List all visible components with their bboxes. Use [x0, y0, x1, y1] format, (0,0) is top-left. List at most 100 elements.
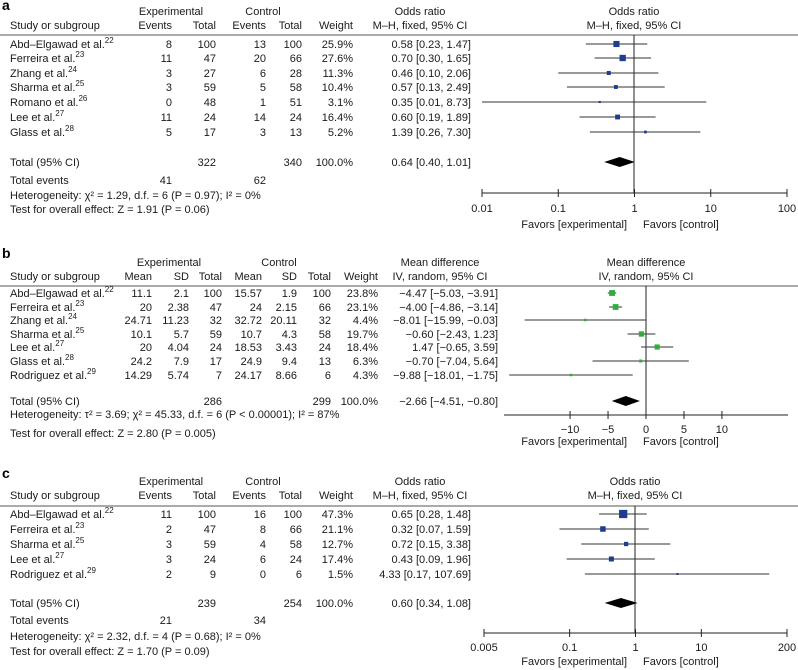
column-header: SD — [282, 271, 297, 283]
total-events-cell: 34 — [254, 615, 266, 627]
plot-method-header: IV, random, 95% CI — [599, 271, 694, 283]
study-reference: 25 — [75, 79, 84, 88]
table-cell: 6 — [296, 569, 302, 581]
plot-method-header: M–H, fixed, 95% CI — [587, 20, 682, 32]
table-cell: 66 — [290, 524, 302, 536]
favors-control-label: Favors [control] — [643, 219, 719, 231]
table-cell: 48 — [204, 97, 216, 109]
pooled-diamond — [604, 598, 638, 608]
total-events-cell: 21 — [160, 615, 172, 627]
study-label: Glass et al.28 — [10, 124, 74, 139]
group-header-experimental: Experimental — [137, 257, 201, 269]
table-cell: 24 — [290, 554, 302, 566]
total-label: Total (95% CI) — [10, 598, 80, 610]
column-header: Events — [232, 490, 266, 502]
study-label: Ferreira et al.23 — [10, 50, 85, 65]
table-cell: 2 — [166, 569, 172, 581]
point-estimate-marker — [638, 331, 645, 337]
column-header: Events — [138, 20, 172, 32]
x-tick-label: 0.005 — [470, 642, 498, 654]
table-cell: 20 — [140, 342, 152, 354]
table-cell: 24 — [290, 112, 302, 124]
study-reference: 28 — [65, 353, 74, 362]
plot-header: Odds ratio — [610, 476, 661, 488]
x-tick-label: 0.01 — [471, 203, 492, 215]
table-cell: 15.57 — [234, 288, 262, 300]
study-reference: 23 — [75, 299, 84, 308]
table-cell: 47 — [210, 302, 222, 314]
point-estimate-marker — [619, 54, 626, 62]
table-cell: 2 — [166, 524, 172, 536]
study-label: Lee et al.27 — [10, 339, 65, 354]
table-cell: 24 — [204, 112, 216, 124]
study-name: Lee et al. — [10, 554, 55, 566]
table-cell: 3 — [166, 539, 172, 551]
table-cell: 66 — [319, 302, 331, 314]
table-cell: 20 — [254, 53, 266, 65]
table-cell: 32.72 — [234, 315, 262, 327]
effect-estimate-text: −4.00 [−4.86, −3.14] — [399, 302, 498, 314]
total-events-label: Total events — [10, 175, 69, 187]
table-cell: 24 — [204, 554, 216, 566]
weight-cell: 10.4% — [322, 82, 353, 94]
point-estimate-marker — [644, 130, 647, 134]
total-events-cell: 62 — [254, 175, 266, 187]
table-cell: 340 — [284, 157, 302, 169]
x-tick-label: −5 — [602, 424, 615, 436]
x-tick-label: 10 — [716, 424, 728, 436]
column-header: SD — [174, 271, 189, 283]
effect-estimate-text: −0.70 [−7.04, 5.64] — [406, 356, 498, 368]
column-header: Total — [199, 271, 222, 283]
heterogeneity-text: Heterogeneity: χ² = 1.29, d.f. = 6 (P = … — [10, 190, 261, 202]
table-cell: 47 — [204, 53, 216, 65]
favors-experimental-label: Favors [experimental] — [521, 656, 627, 668]
table-cell: 0 — [260, 569, 266, 581]
weight-cell: 6.3% — [353, 356, 378, 368]
column-header: Events — [138, 490, 172, 502]
study-name: Rodriguez et al. — [10, 569, 87, 581]
study-name: Abd–Elgawad et al. — [10, 509, 105, 521]
effect-estimate-text: −0.60 [−2.43, 1.23] — [406, 329, 498, 341]
x-tick-label: 0 — [643, 424, 649, 436]
table-cell: 10.1 — [131, 329, 152, 341]
table-cell: 66 — [290, 53, 302, 65]
table-cell: 24.9 — [241, 356, 262, 368]
table-cell: 100 — [313, 288, 331, 300]
table-cell: 7.9 — [174, 356, 189, 368]
overall-effect-text: Test for overall effect: Z = 1.91 (P = 0… — [10, 204, 210, 216]
point-estimate-marker — [613, 85, 618, 89]
point-estimate-marker — [606, 70, 611, 76]
table-cell: 3 — [166, 554, 172, 566]
column-header: Mean — [124, 271, 152, 283]
table-cell: 27 — [204, 68, 216, 80]
column-header: Weight — [319, 20, 353, 32]
table-cell: 3 — [166, 82, 172, 94]
point-estimate-marker — [583, 318, 587, 322]
plot-method-header: M–H, fixed, 95% CI — [588, 490, 683, 502]
total-events-label: Total events — [10, 615, 69, 627]
study-name: Rodriguez et al. — [10, 370, 87, 382]
table-cell: 28 — [290, 68, 302, 80]
table-cell: 2.38 — [168, 302, 189, 314]
heterogeneity-text: Heterogeneity: τ² = 3.69; χ² = 45.33, d.… — [10, 409, 340, 421]
effect-method-header: IV, random, 95% CI — [393, 271, 488, 283]
study-reference: 28 — [65, 124, 74, 133]
study-label: Zhang et al.24 — [10, 312, 78, 327]
table-cell: 11.23 — [162, 315, 189, 327]
study-reference: 24 — [68, 65, 77, 74]
heterogeneity-text: Heterogeneity: χ² = 2.32, d.f. = 4 (P = … — [10, 631, 261, 643]
study-label: Sharma et al.25 — [10, 79, 85, 94]
table-cell: 6 — [325, 370, 331, 382]
column-header: Events — [232, 20, 266, 32]
study-reference: 26 — [78, 94, 87, 103]
x-tick-label: 200 — [778, 642, 796, 654]
point-estimate-marker — [613, 40, 620, 48]
table-cell: 11 — [161, 112, 172, 124]
table-cell: 6 — [260, 554, 266, 566]
table-cell: 59 — [210, 329, 222, 341]
effect-method-header: M–H, fixed, 95% CI — [373, 490, 468, 502]
effect-header: Odds ratio — [395, 476, 446, 488]
study-label: Lee et al.27 — [10, 109, 65, 124]
point-estimate-marker — [654, 344, 660, 350]
weight-cell: 4.3% — [353, 370, 378, 382]
